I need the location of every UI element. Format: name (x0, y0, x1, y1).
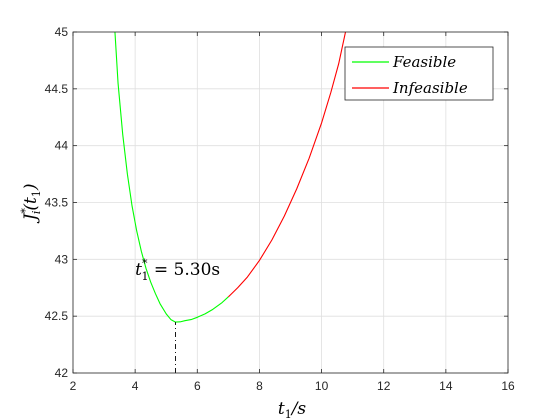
y-tick-label: 45 (55, 25, 69, 39)
y-tick-label: 43 (55, 252, 69, 266)
y-tick-label: 44 (55, 139, 69, 153)
y-axis-label: J*i(t1) (19, 184, 43, 224)
series-line-feasible (114, 31, 229, 323)
y-tick-label: 42.5 (45, 309, 69, 323)
x-tick-label: 8 (256, 379, 263, 393)
legend-label-infeasible: Infeasible (392, 79, 468, 97)
ticks (72, 31, 509, 374)
y-tick-label: 44.5 (45, 82, 69, 96)
y-tick-label: 42 (55, 366, 69, 380)
legend-label-feasible: Feasible (392, 53, 456, 71)
x-tick-label: 14 (439, 379, 453, 393)
legend-box (344, 46, 494, 101)
x-tick-label: 12 (377, 379, 391, 393)
x-tick-label: 4 (132, 379, 139, 393)
minimum-annotation: t* 1 = 5.30s (135, 257, 220, 283)
series-layer (114, 31, 347, 323)
y-tick-label: 43.5 (45, 196, 69, 210)
x-tick-label: 2 (70, 379, 77, 393)
x-axis-label: t1/s (278, 399, 307, 420)
legend: Feasible Infeasible (344, 46, 494, 101)
series-line-infeasible (227, 31, 347, 298)
x-tick-label: 6 (194, 379, 201, 393)
x-tick-label: 10 (315, 379, 329, 393)
x-tick-label: 16 (501, 379, 515, 393)
tick-labels: 2 4 6 8 10 12 14 16 42 42.5 43 43.5 44 44.5 45 (45, 25, 515, 393)
